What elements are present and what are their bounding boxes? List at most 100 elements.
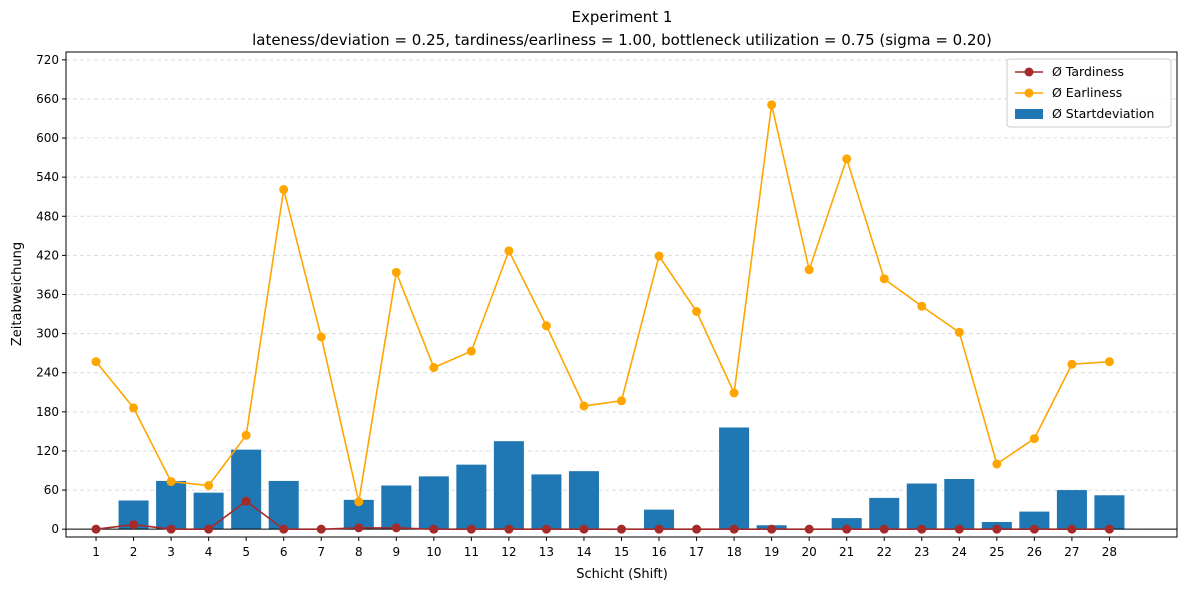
x-tick-label: 24 <box>952 545 967 559</box>
bar <box>644 509 675 530</box>
data-point <box>166 524 176 534</box>
y-tick-label: 300 <box>36 327 59 341</box>
y-tick-label: 420 <box>36 248 59 262</box>
data-point <box>204 524 214 534</box>
data-point <box>1029 434 1039 444</box>
data-point <box>879 274 889 284</box>
bar <box>418 476 449 530</box>
legend-marker <box>1024 88 1034 98</box>
legend: Ø Tardiness Ø Earliness Ø Startdeviation <box>1006 58 1172 128</box>
data-point <box>617 396 626 406</box>
y-tick-label: 720 <box>36 53 59 67</box>
data-point <box>391 267 401 277</box>
data-point <box>842 524 852 534</box>
x-tick-label: 3 <box>167 545 175 559</box>
series-line <box>95 104 1110 502</box>
data-point <box>767 100 777 110</box>
y-tick-label: 360 <box>36 288 59 302</box>
chart-title: Experiment 1 <box>572 8 673 26</box>
data-point <box>316 332 326 342</box>
data-point <box>654 524 664 534</box>
x-tick-label: 28 <box>1102 545 1117 559</box>
x-tick-label: 14 <box>576 545 591 559</box>
data-point <box>617 524 626 534</box>
y-tick-label: 600 <box>36 131 59 145</box>
data-point <box>654 251 664 261</box>
data-point <box>579 524 589 534</box>
data-point <box>279 524 289 534</box>
x-tick-label: 26 <box>1027 545 1042 559</box>
x-tick-label: 21 <box>839 545 854 559</box>
x-tick-label: 12 <box>501 545 516 559</box>
bar <box>531 474 562 530</box>
data-point <box>1067 524 1077 534</box>
legend-label: Ø Tardiness <box>1052 64 1124 79</box>
x-tick-label: 20 <box>802 545 817 559</box>
bar <box>193 492 224 530</box>
x-tick-label: 2 <box>130 545 138 559</box>
data-point <box>1067 359 1077 369</box>
x-tick-label: 1 <box>92 545 100 559</box>
bar <box>493 441 524 530</box>
data-point <box>992 524 1002 534</box>
data-point <box>917 301 927 311</box>
data-point <box>1104 524 1114 534</box>
line-series <box>91 100 1114 534</box>
data-point <box>91 524 101 534</box>
y-tick-label: 0 <box>51 522 59 536</box>
data-point <box>842 154 852 164</box>
x-tick-label: 19 <box>764 545 779 559</box>
bar <box>231 449 262 530</box>
data-point <box>91 357 101 367</box>
x-tick-label: 5 <box>242 545 250 559</box>
data-point <box>241 496 251 506</box>
data-point <box>354 497 364 507</box>
data-point <box>466 524 476 534</box>
bar <box>719 427 750 530</box>
bar-series <box>118 427 1125 530</box>
data-point <box>729 388 739 398</box>
data-point <box>1104 357 1114 367</box>
data-point <box>954 327 964 337</box>
data-point <box>429 363 439 373</box>
legend-swatch <box>1015 109 1043 119</box>
data-point <box>767 524 777 534</box>
x-tick-label: 9 <box>392 545 400 559</box>
legend-marker <box>1024 67 1034 77</box>
data-point <box>241 430 251 440</box>
bar <box>1019 511 1050 530</box>
data-point <box>1029 524 1039 534</box>
bar <box>1094 495 1125 530</box>
x-tick-label: 10 <box>426 545 441 559</box>
bar <box>1056 490 1087 530</box>
y-tick-label: 120 <box>36 444 59 458</box>
x-tick-label: 27 <box>1064 545 1079 559</box>
data-point <box>166 477 176 487</box>
legend-label: Ø Startdeviation <box>1052 106 1154 121</box>
data-point <box>804 265 814 275</box>
data-point <box>354 523 364 533</box>
x-axis-label: Schicht (Shift) <box>576 567 668 582</box>
bar <box>944 478 975 530</box>
y-tick-label: 540 <box>36 170 59 184</box>
data-point <box>954 524 964 534</box>
data-point <box>579 401 589 411</box>
x-tick-label: 18 <box>726 545 741 559</box>
bar <box>568 471 599 530</box>
x-axis: 1 2 3 4 5 6 7 8 9 10 11 12 13 14 15 16 17 18 19 20 21 22 23 24 2… <box>92 537 1117 559</box>
x-tick-label: 15 <box>614 545 629 559</box>
data-point <box>917 524 927 534</box>
y-tick-label: 180 <box>36 405 59 419</box>
data-point <box>692 524 702 534</box>
data-point <box>204 481 214 491</box>
data-point <box>279 185 289 195</box>
data-point <box>541 524 551 534</box>
data-point <box>729 524 739 534</box>
data-point <box>129 520 139 530</box>
data-point <box>692 306 702 316</box>
y-axis: 0 60 120 180 240 300 360 420 480 540 600 660 720 <box>36 53 66 536</box>
x-tick-label: 7 <box>317 545 325 559</box>
data-point <box>504 246 514 256</box>
x-tick-label: 23 <box>914 545 929 559</box>
